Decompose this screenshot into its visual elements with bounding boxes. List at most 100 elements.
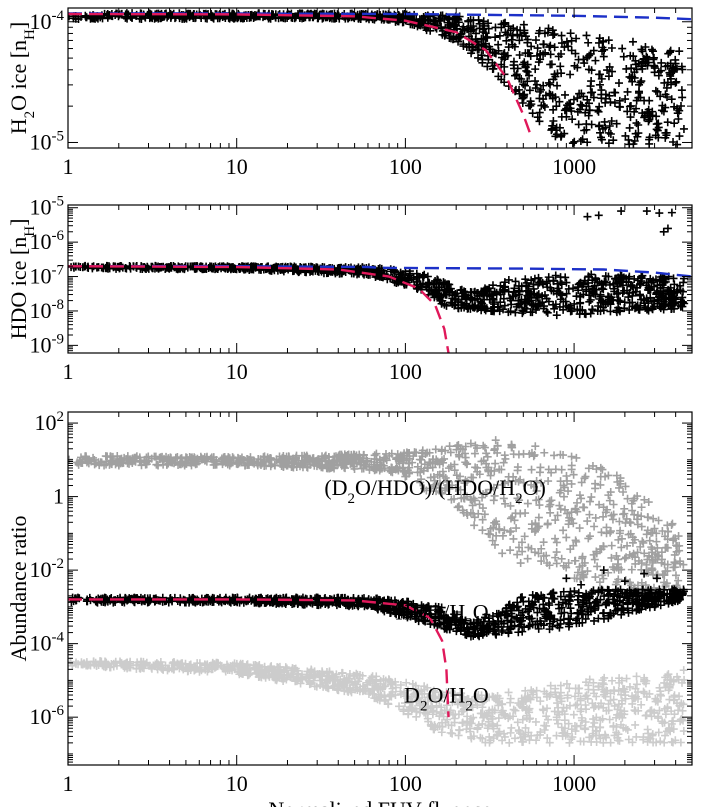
data-marker <box>598 465 607 474</box>
y-tick-label: 10-8 <box>30 297 65 323</box>
data-marker <box>573 63 582 72</box>
data-marker <box>495 524 504 533</box>
data-marker <box>557 31 566 40</box>
data-marker <box>521 275 530 284</box>
data-marker <box>498 549 507 558</box>
data-marker <box>530 548 539 557</box>
data-marker <box>591 56 600 65</box>
data-marker <box>653 551 662 560</box>
data-marker <box>506 501 515 510</box>
plot-area <box>68 207 692 353</box>
data-marker <box>412 269 421 278</box>
data-marker <box>523 296 532 305</box>
data-marker <box>392 278 401 287</box>
data-marker <box>509 534 518 543</box>
data-marker <box>599 37 608 46</box>
data-marker <box>491 459 500 468</box>
data-marker <box>620 304 629 313</box>
data-marker <box>677 62 686 71</box>
data-marker <box>413 462 422 471</box>
data-marker <box>615 529 624 538</box>
data-marker <box>554 52 563 61</box>
data-marker <box>637 503 646 512</box>
data-marker <box>522 297 531 306</box>
data-marker <box>596 463 605 472</box>
data-marker <box>679 287 688 296</box>
data-marker <box>635 305 644 314</box>
data-marker <box>392 455 401 464</box>
data-marker <box>111 460 120 469</box>
y-ticks <box>68 21 692 149</box>
data-marker <box>602 523 611 532</box>
data-marker <box>674 576 683 585</box>
data-marker <box>658 299 667 308</box>
data-marker <box>620 286 629 295</box>
data-marker <box>605 62 614 71</box>
data-marker <box>150 452 159 461</box>
data-marker <box>541 48 550 57</box>
data-marker <box>597 74 606 83</box>
data-marker <box>604 471 613 480</box>
data-marker <box>628 552 637 561</box>
data-marker <box>276 457 285 466</box>
y-tick-label: 10-7 <box>30 263 65 289</box>
data-marker <box>521 63 530 72</box>
data-marker <box>337 461 346 470</box>
data-marker <box>500 62 509 71</box>
data-marker <box>562 278 571 287</box>
data-marker <box>583 517 592 526</box>
data-marker <box>552 548 561 557</box>
data-marker <box>585 99 594 108</box>
data-marker <box>191 460 200 469</box>
data-marker <box>550 70 559 79</box>
data-marker <box>626 101 635 110</box>
data-marker <box>517 538 526 547</box>
data-marker <box>573 283 582 292</box>
data-marker <box>566 70 575 79</box>
data-marker <box>578 618 587 627</box>
data-marker <box>132 453 141 462</box>
data-marker <box>106 452 115 461</box>
data-marker <box>565 516 574 525</box>
data-marker <box>660 578 669 587</box>
data-marker <box>549 116 558 125</box>
data-marker <box>672 77 681 86</box>
data-marker <box>659 107 668 116</box>
data-marker <box>386 265 395 274</box>
data-marker <box>607 293 616 302</box>
data-marker <box>491 436 500 445</box>
data-marker <box>447 34 456 43</box>
data-marker <box>523 554 532 563</box>
data-marker <box>652 112 661 121</box>
data-marker <box>537 544 546 553</box>
dashed-curve-2 <box>68 12 692 21</box>
data-marker <box>530 274 539 283</box>
data-marker <box>513 466 522 475</box>
data-marker <box>546 50 555 59</box>
data-marker <box>621 576 630 585</box>
data-marker <box>607 553 616 562</box>
data-marker <box>640 296 649 305</box>
data-marker <box>617 534 626 543</box>
data-marker <box>84 264 93 273</box>
data-marker <box>562 37 571 46</box>
data-marker <box>621 95 630 104</box>
data-marker <box>437 488 446 497</box>
data-marker <box>604 491 613 500</box>
data-marker <box>500 526 509 535</box>
data-marker <box>448 299 457 308</box>
data-marker <box>474 45 483 54</box>
data-marker <box>527 42 536 51</box>
data-marker <box>595 500 604 509</box>
data-marker <box>644 117 653 126</box>
data-marker <box>573 614 582 623</box>
data-marker <box>394 466 403 475</box>
data-marker <box>617 565 626 574</box>
data-marker <box>470 521 479 530</box>
data-marker <box>597 94 606 103</box>
data-marker <box>616 297 625 306</box>
data-marker <box>398 597 407 606</box>
data-marker <box>640 549 649 558</box>
